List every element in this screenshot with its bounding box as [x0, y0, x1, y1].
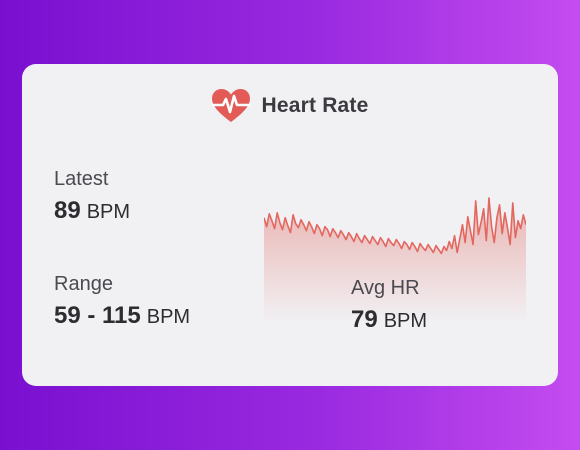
card-title: Heart Rate	[261, 94, 369, 117]
avg-hr-value: 79	[351, 306, 378, 333]
range-value: 59 - 115	[54, 302, 141, 329]
latest-unit: BPM	[86, 201, 131, 223]
range-value-line: 59 - 115 BPM	[54, 302, 190, 330]
card-header: Heart Rate	[22, 88, 558, 124]
range-stat: Range 59 - 115 BPM	[54, 273, 190, 330]
range-unit: BPM	[146, 306, 191, 328]
avg-hr-stat: Avg HR 79 BPM	[351, 277, 427, 334]
latest-label: Latest	[54, 168, 109, 190]
chart-area-fill	[264, 197, 526, 324]
heart-pulse-icon	[212, 89, 251, 122]
latest-stat: Latest 89 BPM	[54, 168, 130, 225]
avg-hr-label: Avg HR	[351, 277, 420, 299]
heart-rate-chart	[264, 197, 526, 324]
latest-value: 89	[54, 197, 81, 224]
avg-hr-value-line: 79 BPM	[351, 306, 427, 334]
avg-hr-unit: BPM	[383, 310, 428, 332]
heart-rate-card: Heart Rate Latest 89 BPM Range 59 - 115 BP…	[22, 64, 558, 386]
range-label: Range	[54, 273, 113, 295]
latest-value-line: 89 BPM	[54, 197, 130, 225]
chart-series-line	[264, 197, 526, 255]
